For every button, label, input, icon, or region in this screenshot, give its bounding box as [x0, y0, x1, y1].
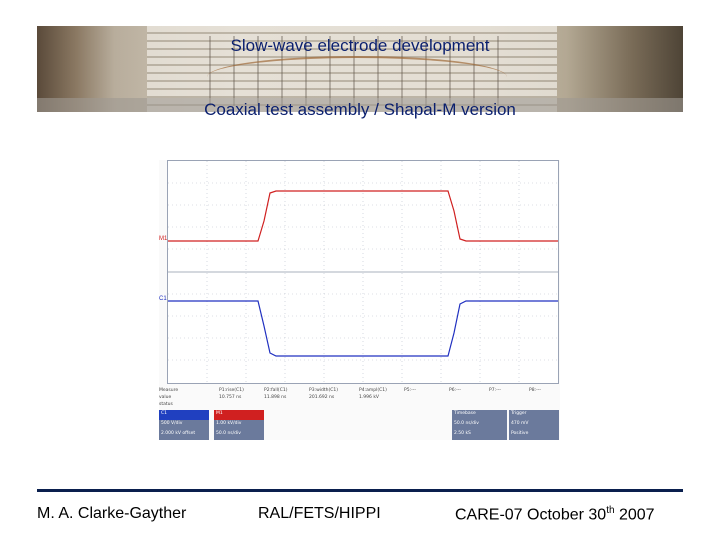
trigger-tag: Trigger	[509, 410, 559, 420]
c1-volts: 500 V/div	[159, 420, 209, 430]
measure-p7-label: P7:---	[489, 388, 501, 393]
measure-p6-label: P6:---	[449, 388, 461, 393]
measure-p8-label: P8:---	[529, 388, 541, 393]
p1-value: 10.757 ns	[219, 395, 242, 400]
measure-p1-label: P1:rise(C1)	[219, 388, 244, 393]
footer-author: M. A. Clarke-Gayther	[37, 505, 187, 522]
status-row-label: status	[159, 402, 173, 407]
scope-traces	[168, 161, 558, 383]
trigger-level: 470 mV	[509, 420, 559, 430]
header-photo-banner	[37, 26, 683, 112]
footer-event: CARE-07 October 30th 2007	[455, 505, 655, 524]
footer-event-year: 2007	[614, 506, 655, 524]
scope-grid	[167, 160, 559, 384]
slide-subtitle: Coaxial test assembly / Shapal-M version	[204, 100, 516, 119]
timebase-tag: Timebase	[452, 410, 507, 420]
c1-channel-tag: C1	[159, 410, 209, 420]
measure-label: Measure	[159, 388, 179, 393]
trace-m1-red	[168, 190, 558, 242]
timebase-samples: 2.50 kS	[452, 430, 507, 440]
m1-volts: 1.00 kV/div	[214, 420, 264, 430]
m1-channel-tag: M1	[214, 410, 264, 420]
footer-org: RAL/FETS/HIPPI	[258, 505, 381, 522]
measure-p4-label: P4:ampl(C1)	[359, 388, 387, 393]
footer-rule	[37, 489, 683, 492]
footer-event-sup: th	[606, 505, 615, 516]
timebase-rate: 50.0 ns/div	[452, 420, 507, 430]
measurement-panel: Measure P1:rise(C1) P2:fall(C1) P3:width…	[159, 388, 560, 440]
measure-p2-label: P2:fall(C1)	[264, 388, 288, 393]
p4-value: 1.996 kV	[359, 395, 379, 400]
m1-time: 50.0 ns/div	[214, 430, 264, 440]
footer-event-text: CARE-07 October 30	[455, 506, 607, 524]
channel-marker-m1: M1	[159, 236, 168, 242]
measure-p3-label: P3:width(C1)	[309, 388, 339, 393]
value-row-label: value	[159, 395, 172, 400]
c1-offset: 2.000 kV offset	[159, 430, 209, 440]
p3-value: 201.692 ns	[309, 395, 335, 400]
oscilloscope-screenshot: M1 C1 Measure P1:rise(C1) P2:fall(C1) P3…	[159, 160, 560, 440]
measure-p5-label: P5:---	[404, 388, 416, 393]
trace-c1-blue	[168, 300, 558, 357]
slide-title: Slow-wave electrode development	[230, 36, 490, 55]
p2-value: 11.898 ns	[264, 395, 287, 400]
trigger-slope: Positive	[509, 430, 559, 440]
channel-marker-c1: C1	[159, 296, 167, 302]
